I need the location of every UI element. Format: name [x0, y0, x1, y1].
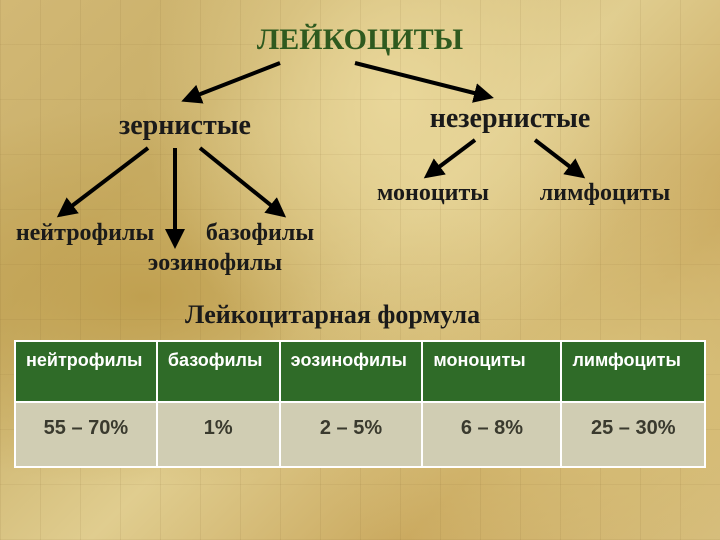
- table-header-cell: базофилы: [157, 341, 280, 402]
- leukocyte-formula-table: нейтрофилыбазофилыэозинофилымоноцитылимф…: [14, 340, 706, 468]
- node-basophils: базофилы: [206, 220, 314, 247]
- table-cell: 25 – 30%: [561, 402, 705, 467]
- table-header-cell: нейтрофилы: [15, 341, 157, 402]
- table-header-cell: моноциты: [422, 341, 561, 402]
- node-agranular: незернистые: [430, 103, 591, 135]
- tree-edge: [185, 63, 280, 100]
- tree-edge: [355, 63, 490, 97]
- node-lymphocytes: лимфоциты: [540, 180, 670, 207]
- node-granular: зернистые: [119, 110, 251, 142]
- tree-edge: [60, 148, 148, 215]
- table-header-cell: эозинофилы: [280, 341, 423, 402]
- table-cell: 55 – 70%: [15, 402, 157, 467]
- tree-edge: [535, 140, 582, 176]
- node-eosinophils: эозинофилы: [148, 250, 282, 277]
- table-row: 55 – 70%1%2 – 5%6 – 8%25 – 30%: [15, 402, 705, 467]
- node-monocytes: моноциты: [377, 180, 489, 207]
- table-header-row: нейтрофилыбазофилыэозинофилымоноцитылимф…: [15, 341, 705, 402]
- table-subtitle: Лейкоцитарная формула: [185, 300, 480, 330]
- node-neutrophils: нейтрофилы: [16, 220, 154, 247]
- tree-edge: [427, 140, 475, 176]
- table-cell: 2 – 5%: [280, 402, 423, 467]
- table-cell: 6 – 8%: [422, 402, 561, 467]
- table-cell: 1%: [157, 402, 280, 467]
- tree-edge: [200, 148, 283, 215]
- diagram-title: ЛЕЙКОЦИТЫ: [0, 23, 720, 57]
- table-header-cell: лимфоциты: [561, 341, 705, 402]
